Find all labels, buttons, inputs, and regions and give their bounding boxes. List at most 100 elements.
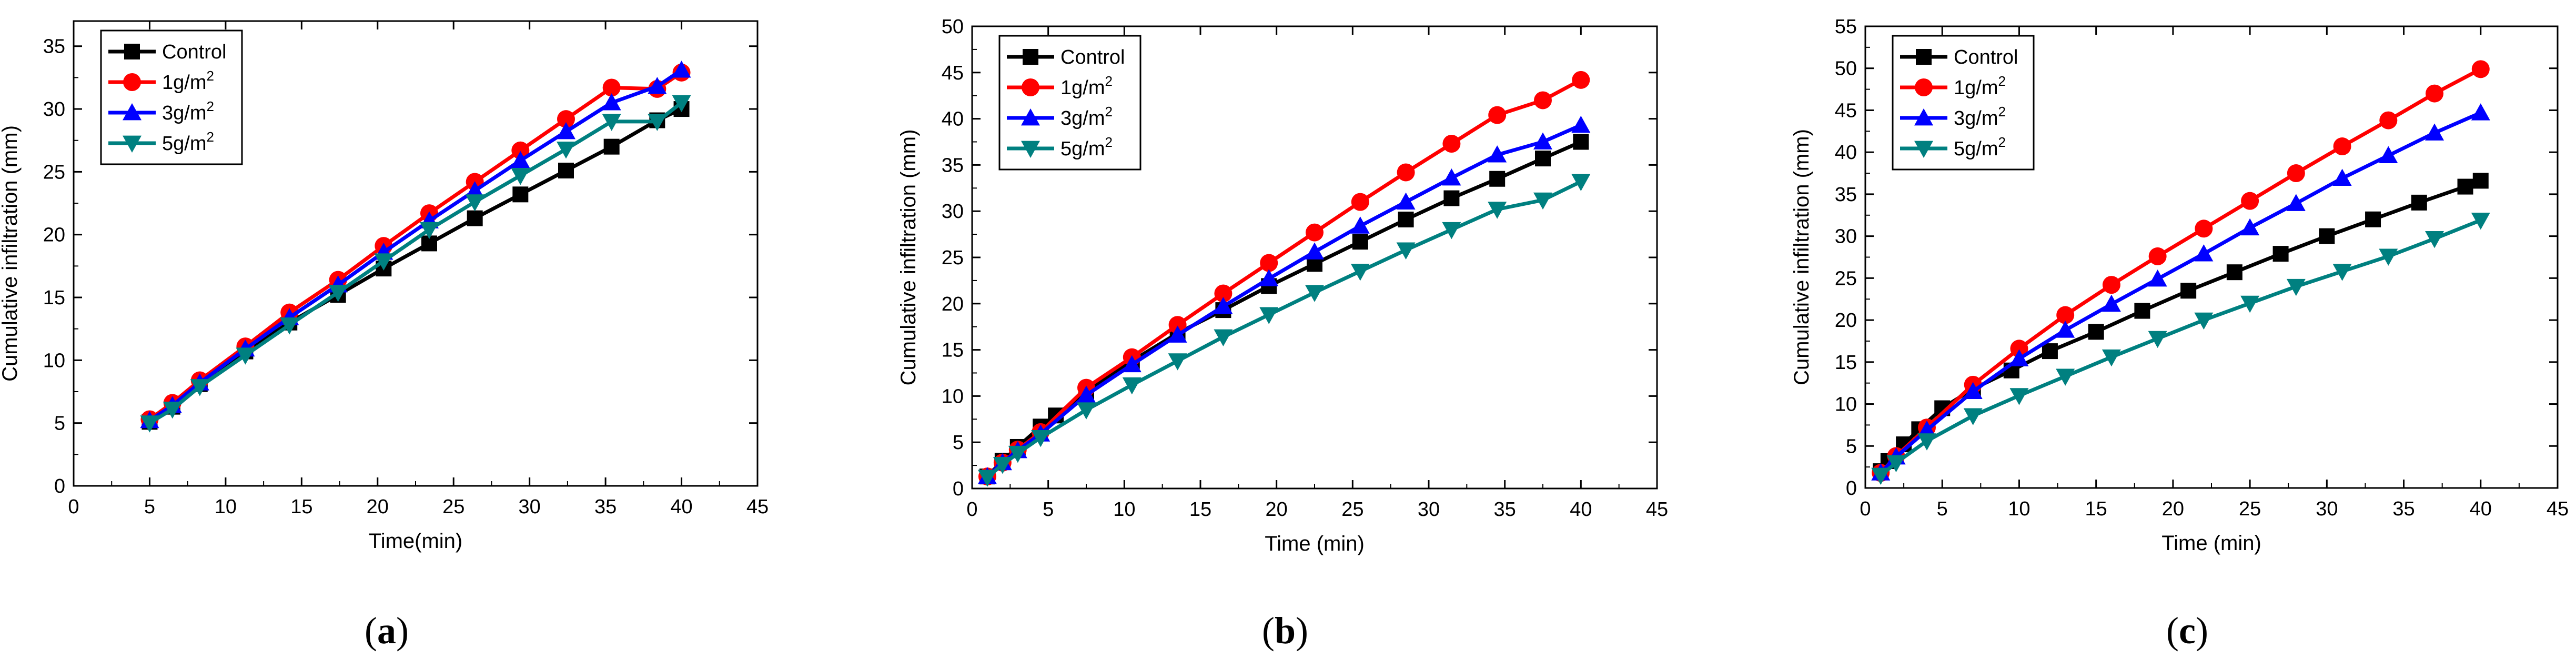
chart-2-data-point [2286,278,2306,296]
chart-1-data-point [1442,168,1461,186]
chart-2-data-point [2240,295,2260,313]
chart-2-data-point [2148,269,2167,287]
chart-1-data-point [977,470,997,487]
chart-1-legend-swatch-marker [1021,141,1040,158]
chart-1-legend-swatch-marker [1023,49,1038,65]
chart-1-legend-swatch-marker [1022,78,1039,96]
chart-1-x-tick-label: 0 [966,498,977,521]
chart-1-data-point [1168,353,1187,371]
chart-0-data-point [557,122,575,139]
chart-1-series-4 [977,174,1591,487]
chart-0-data-point [512,186,529,203]
chart-1-legend-entry-superscript: 2 [1105,73,1112,89]
chart-2-y-tick-label: 40 [1835,142,1857,164]
chart-0-data-point [465,194,484,212]
chart-2-legend-entry-superscript: 2 [1998,134,2005,150]
chart-2-legend-entry-superscript: 2 [1998,104,2005,119]
chart-0-legend-swatch-marker [124,44,140,59]
chart-1-data-point [1305,285,1324,302]
chart-1-data-point [1488,202,1507,219]
chart-0-data-point [465,181,484,198]
chart-0-data-point [557,110,575,128]
chart-2-legend-entry-label: 3g/m2 [1954,104,2006,129]
panel-label-b-letter: b [1275,610,1296,652]
chart-2-data-point [2010,340,2028,358]
chart-2-data-point [2426,84,2444,103]
chart-1-x-tick-label: 35 [1494,498,1516,521]
chart-1-legend-entry-label: 3g/m2 [1060,104,1113,129]
chart-2-y-tick-label: 20 [1835,310,1857,332]
chart-1-data-point [1350,216,1370,234]
chart-1-data-point [1259,269,1279,286]
chart-1-legend-entry-text: Control [1060,46,1125,68]
chart-0-data-point [672,61,691,78]
chart-1-legend-entry-label: 5g/m2 [1060,134,1113,160]
chart-0-y-tick-label: 30 [43,98,65,121]
chart-1-data-point [1168,316,1187,334]
chart-0-y-tick-label: 25 [43,161,65,183]
chart-2-y-tick-label: 45 [1835,99,1857,122]
chart-2-data-point [2009,349,2029,366]
chart-2-data-point [2365,211,2381,227]
chart-2-data-point [2088,324,2104,340]
chart-2-legend-entry-label: 5g/m2 [1954,134,2006,160]
chart-1-y-tick-label: 30 [942,201,964,223]
chart-2-x-tick-label: 15 [2085,498,2107,520]
chart-0-legend-entry-text: 1g/m [162,72,206,94]
chart-1-data-point [1214,297,1233,314]
chart-0-legend-swatch-marker [123,135,142,153]
chart-1-data-point [1122,377,1141,395]
chart-0-x-tick-label: 5 [144,496,155,518]
chart-1-x-tick-label: 25 [1341,498,1363,521]
chart-0-data-point [190,379,209,396]
chart-0-data-point [511,141,530,159]
chart-0-y-axis-label: Cumulative infiltration (mm) [0,125,22,382]
chart-2-series-3 [1871,103,2490,481]
chart-0-data-point [602,78,621,97]
chart-0-data-point [420,222,439,240]
chart-2-x-axis-label: Time (min) [2161,532,2261,555]
chart-1-data-point [1396,242,1416,260]
panel-label-a-letter: a [377,610,396,652]
chart-2-data-point [2332,264,2352,281]
chart-1-data-point [1168,325,1187,343]
chart-1-data-point [1396,192,1416,210]
chart-0-data-point [328,285,348,302]
chart-1-data-point [1306,223,1324,242]
chart-1-data-point [1122,355,1141,373]
chart-2-legend-entry-label: Control [1954,46,2018,68]
chart-2-y-tick-label: 35 [1835,184,1857,206]
chart-2-data-point [2195,220,2213,238]
chart-1-data-point [1442,222,1461,240]
chart-0-legend-entry-label: Control [162,41,227,63]
chart-1-legend-swatch-marker [1021,108,1040,126]
chart-2-data-point [2056,321,2075,338]
chart-0-x-tick-label: 20 [367,496,389,518]
chart-1-data-point [1535,151,1551,167]
chart-0-x-tick-label: 0 [68,496,79,518]
chart-2-data-point [2134,303,2150,319]
chart-0-data-point [280,317,299,335]
chart-0-data-point [602,114,621,131]
chart-1-data-point [1488,145,1507,163]
chart-2-data-point [2333,137,2351,156]
chart-1-x-tick-label: 5 [1043,498,1054,521]
chart-2-x-tick-label: 10 [2008,498,2030,520]
chart-1-data-point [1573,134,1589,150]
chart-2-y-tick-label: 50 [1835,58,1857,80]
chart-0-x-tick-label: 35 [594,496,617,518]
chart-1-data-point [1534,91,1552,109]
chart-0-data-point [140,415,159,433]
chart-0-data-point [602,93,621,111]
chart-2-data-point [2379,146,2398,163]
chart-0-data-point [511,151,530,168]
chart-1-data-point [1077,402,1096,420]
chart-2-legend-swatch-marker [1915,78,1933,96]
chart-2-data-point [2056,368,2075,386]
chart-1-x-tick-label: 20 [1266,498,1288,521]
chart-0-y-tick-label: 5 [54,413,65,435]
chart-1-data-point [1008,445,1027,463]
chart-0-legend-swatch-marker [123,103,142,121]
chart-1-y-tick-label: 25 [942,247,964,269]
